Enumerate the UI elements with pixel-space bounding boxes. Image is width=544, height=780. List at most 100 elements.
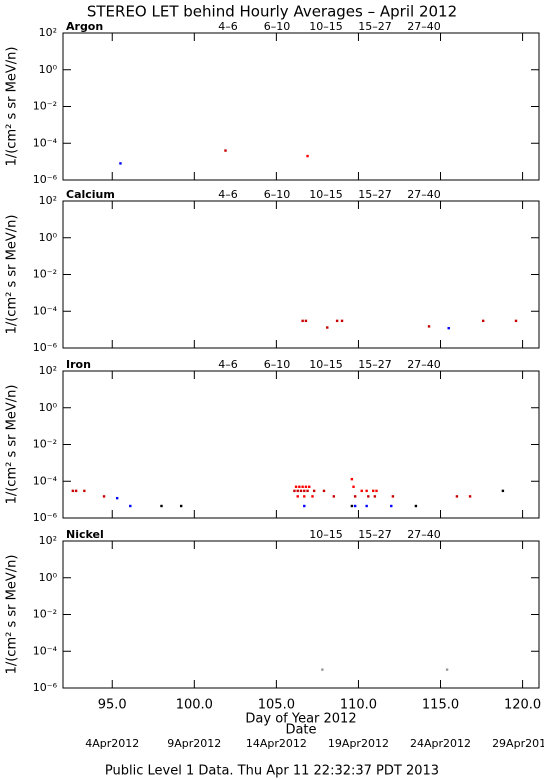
data-point bbox=[306, 489, 309, 493]
data-point bbox=[501, 489, 505, 493]
legend-label: 27–40 bbox=[407, 358, 441, 371]
data-point bbox=[303, 504, 306, 508]
data-point bbox=[332, 495, 336, 498]
legend-label: 4–6 bbox=[218, 20, 238, 33]
y-tick-label: 10⁰ bbox=[39, 231, 58, 244]
data-point bbox=[224, 149, 227, 152]
data-point bbox=[296, 495, 299, 498]
y-tick-label: 10⁻² bbox=[33, 438, 57, 451]
plot-frame bbox=[62, 540, 540, 689]
data-point bbox=[129, 504, 132, 508]
data-point bbox=[445, 668, 449, 671]
data-point bbox=[306, 154, 309, 158]
legend-label: 27–40 bbox=[407, 188, 441, 201]
panel-label: Nickel bbox=[66, 528, 104, 541]
date-tick-label: 19Apr2012 bbox=[328, 737, 389, 750]
x2-axis-label: Date bbox=[285, 723, 316, 738]
y-axis-label: 1/(cm² s sr MeV/n) bbox=[5, 555, 20, 675]
data-point bbox=[481, 319, 485, 323]
data-point bbox=[296, 489, 299, 493]
y-axis-label: 1/(cm² s sr MeV/n) bbox=[5, 385, 20, 505]
data-point bbox=[414, 504, 418, 508]
date-tick-label: 9Apr2012 bbox=[167, 737, 221, 750]
data-point bbox=[160, 504, 163, 508]
data-point bbox=[301, 319, 304, 323]
plot-frame bbox=[62, 32, 540, 181]
chart-title: STEREO LET behind Hourly Averages – Apri… bbox=[87, 3, 457, 21]
y-tick-label: 10⁰ bbox=[39, 401, 58, 414]
legend-label: 27–40 bbox=[407, 528, 441, 541]
data-point bbox=[322, 489, 326, 493]
date-tick-label: 24Apr2012 bbox=[410, 737, 471, 750]
y-tick-label: 10⁻⁶ bbox=[33, 173, 58, 186]
data-point bbox=[350, 477, 354, 481]
y-tick-label: 10² bbox=[39, 26, 57, 39]
data-point bbox=[312, 489, 316, 493]
data-point bbox=[83, 489, 86, 493]
x-tick-label: 95.0 bbox=[98, 698, 127, 713]
data-point bbox=[353, 495, 357, 498]
x-tick-label: 105.0 bbox=[258, 698, 295, 713]
y-tick-label: 10⁻⁴ bbox=[33, 304, 58, 317]
legend-label: 15–27 bbox=[358, 358, 392, 371]
data-point bbox=[304, 319, 308, 323]
y-tick-label: 10⁻² bbox=[33, 100, 57, 113]
legend-label: 6–10 bbox=[264, 20, 291, 33]
legend-label: 6–10 bbox=[264, 358, 291, 371]
data-point bbox=[308, 485, 311, 488]
y-axis-label: 1/(cm² s sr MeV/n) bbox=[5, 215, 20, 335]
data-point bbox=[468, 495, 472, 498]
y-tick-label: 10⁻⁴ bbox=[33, 474, 58, 487]
y-tick-label: 10⁻⁴ bbox=[33, 136, 58, 149]
data-point bbox=[301, 485, 304, 488]
legend-label: 10–15 bbox=[309, 20, 343, 33]
legend-label: 10–15 bbox=[309, 188, 343, 201]
data-point bbox=[447, 326, 450, 330]
data-point bbox=[391, 495, 395, 498]
panel-label: Iron bbox=[66, 358, 91, 371]
y-tick-label: 10⁻⁶ bbox=[33, 341, 58, 354]
data-point bbox=[365, 504, 368, 508]
x-tick-label: 120.0 bbox=[504, 698, 541, 713]
y-axis-label: 1/(cm² s sr MeV/n) bbox=[5, 47, 20, 167]
data-point bbox=[367, 495, 370, 498]
y-tick-label: 10⁰ bbox=[39, 63, 58, 76]
y-tick-label: 10⁻⁶ bbox=[33, 681, 58, 694]
data-point bbox=[375, 489, 378, 493]
x-tick-label: 110.0 bbox=[340, 698, 377, 713]
data-point bbox=[326, 326, 329, 329]
legend-label: 10–15 bbox=[309, 358, 343, 371]
data-point bbox=[360, 489, 363, 493]
y-tick-label: 10⁻² bbox=[33, 608, 57, 621]
plot-frame bbox=[62, 370, 540, 519]
y-tick-label: 10⁻² bbox=[33, 268, 57, 281]
data-point bbox=[304, 485, 308, 488]
y-tick-label: 10⁻⁶ bbox=[33, 511, 58, 524]
legend-label: 15–27 bbox=[358, 188, 392, 201]
legend-label: 15–27 bbox=[358, 20, 392, 33]
y-tick-label: 10⁻⁴ bbox=[33, 644, 58, 657]
data-point bbox=[455, 495, 459, 498]
data-point bbox=[340, 319, 344, 323]
footer: Public Level 1 Data. Thu Apr 11 22:32:37… bbox=[105, 764, 439, 779]
data-point bbox=[299, 489, 303, 493]
data-point bbox=[427, 325, 431, 328]
data-point bbox=[353, 504, 357, 508]
data-point bbox=[102, 495, 106, 498]
data-point bbox=[373, 495, 377, 498]
data-point bbox=[179, 504, 183, 508]
legend-label: 6–10 bbox=[264, 188, 291, 201]
legend-label: 4–6 bbox=[218, 358, 238, 371]
data-point bbox=[350, 504, 354, 508]
data-point bbox=[303, 489, 306, 493]
data-point bbox=[293, 489, 296, 493]
y-tick-label: 10² bbox=[39, 534, 57, 547]
data-point bbox=[335, 319, 339, 323]
data-point bbox=[71, 489, 75, 493]
data-point bbox=[365, 489, 368, 493]
plot-frame bbox=[62, 200, 540, 349]
x-axis-label: Day of Year 2012 bbox=[245, 712, 356, 727]
legend-label: 10–15 bbox=[309, 528, 343, 541]
